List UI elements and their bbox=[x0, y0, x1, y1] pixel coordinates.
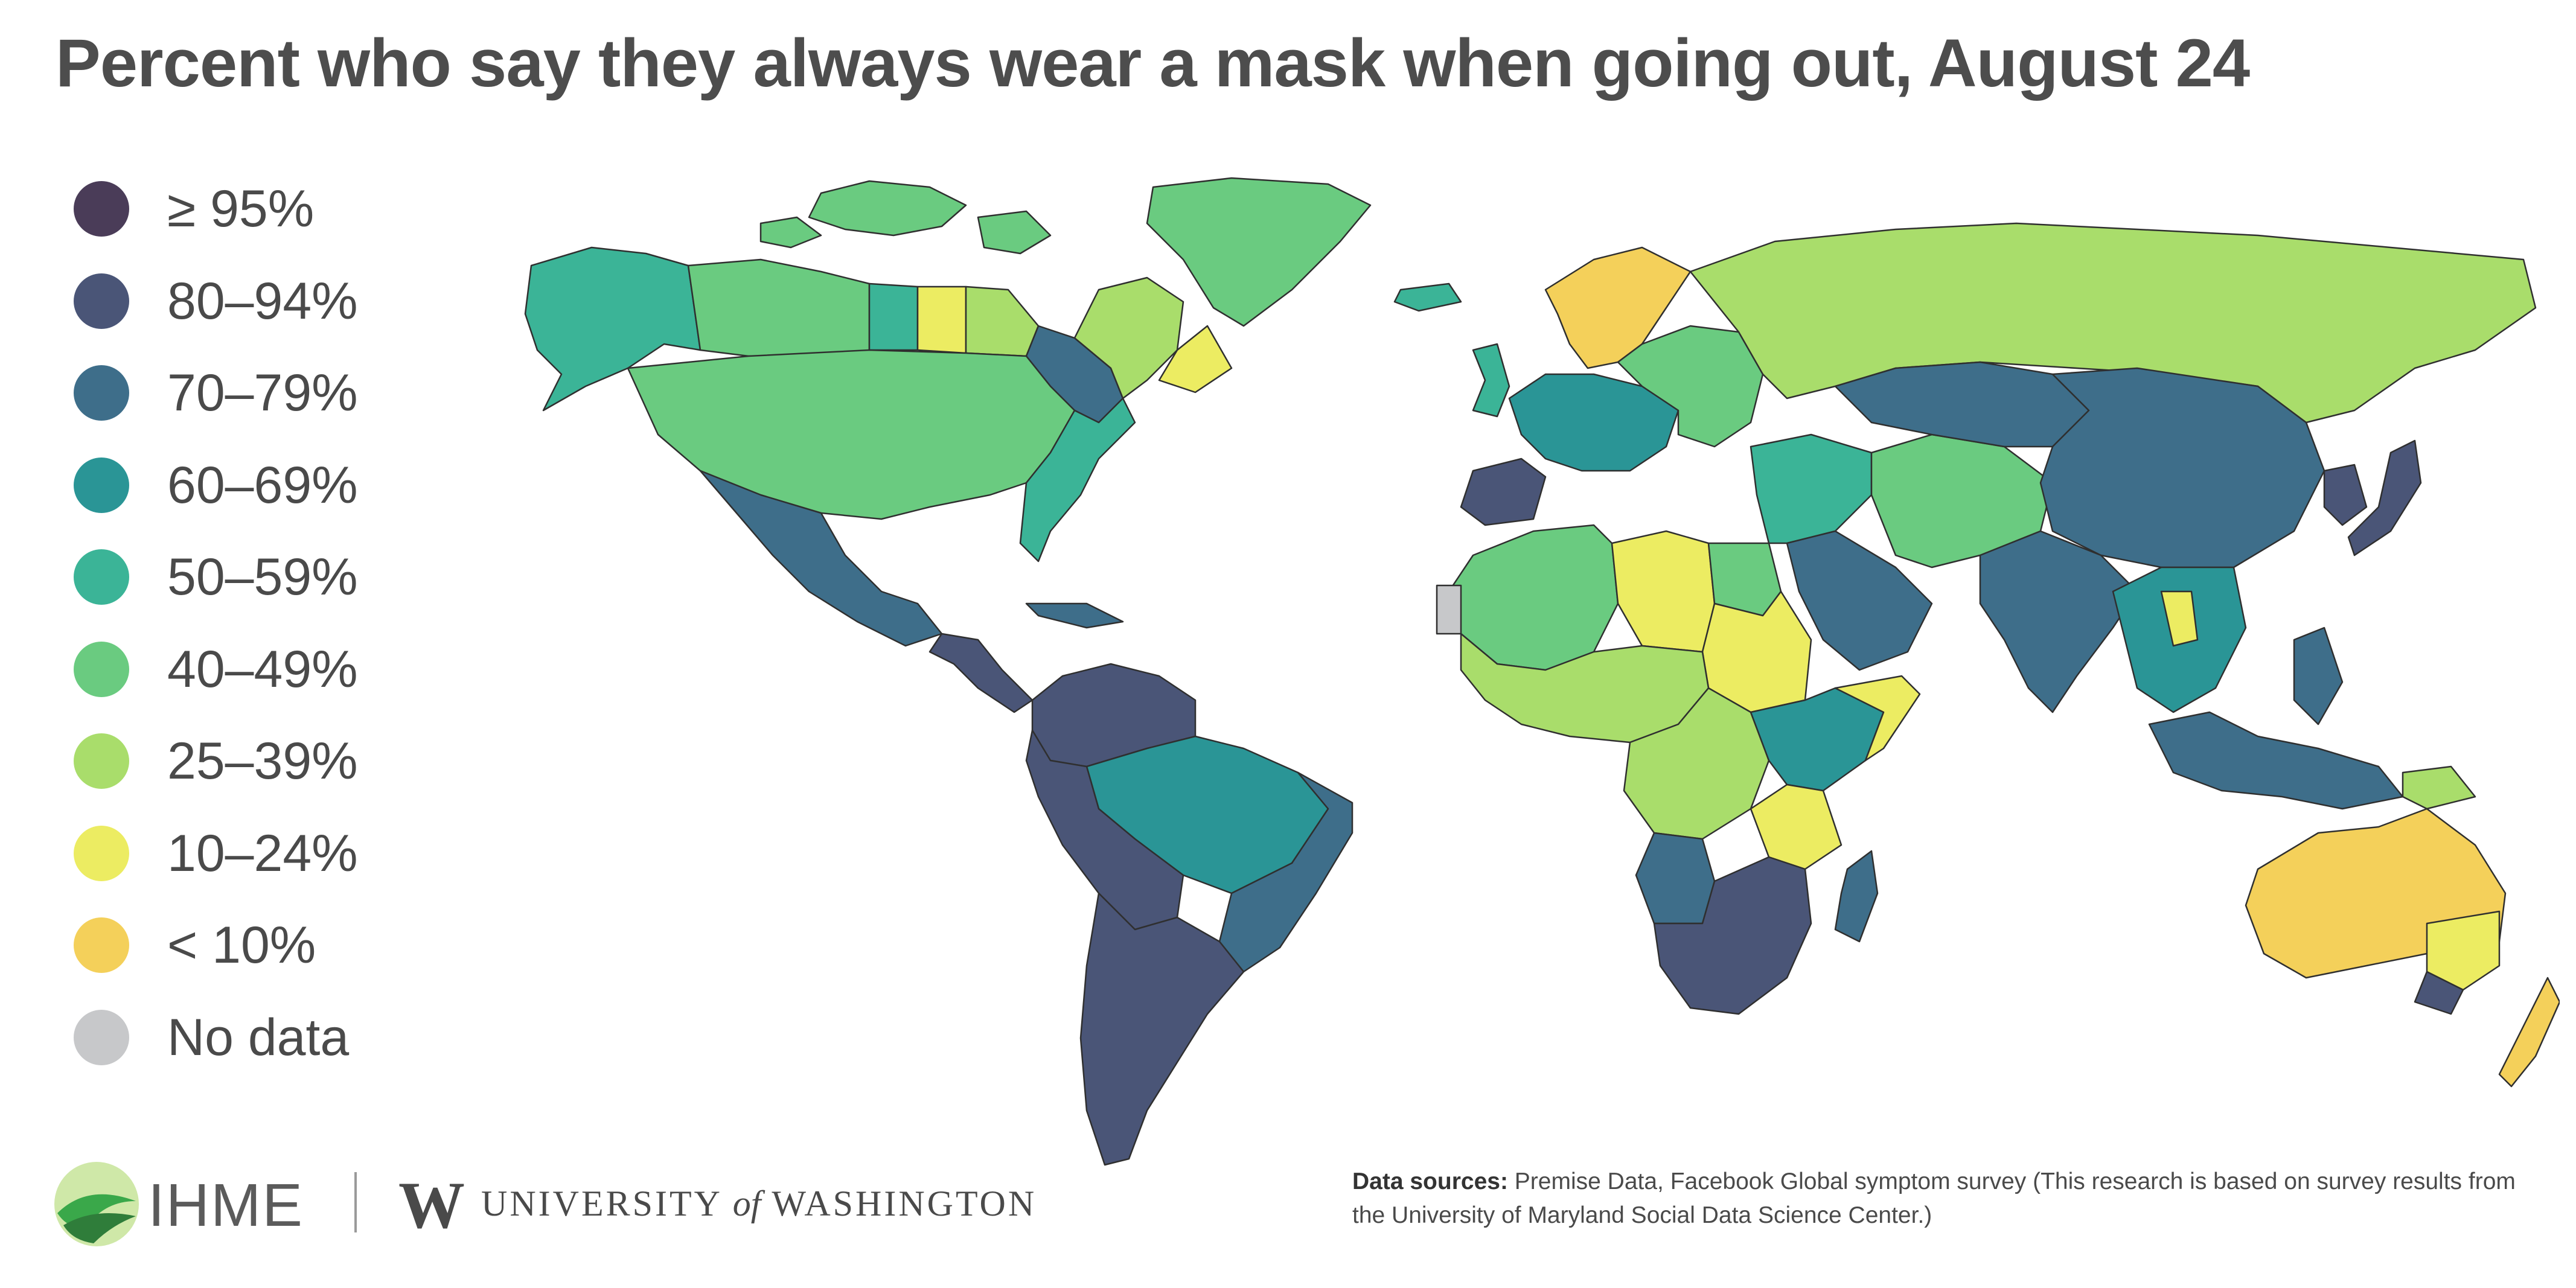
legend-item: 50–59% bbox=[74, 548, 448, 640]
region-indonesia bbox=[2148, 711, 2404, 810]
region-arctic-islands bbox=[808, 180, 967, 237]
legend-item: No data bbox=[74, 1009, 448, 1101]
region-tanzania bbox=[1750, 783, 1843, 870]
region-libya bbox=[1611, 530, 1716, 653]
uw-wordmark: UNIVERSITY of WASHINGTON bbox=[481, 1183, 1037, 1225]
region-iberia bbox=[1460, 457, 1547, 526]
page-title: Percent who say they always wear a mask … bbox=[56, 25, 2250, 101]
uw-wordmark-post: WASHINGTON bbox=[761, 1184, 1037, 1223]
region-iceland bbox=[1393, 282, 1462, 312]
legend-swatch bbox=[74, 457, 129, 513]
legend-swatch bbox=[74, 365, 129, 421]
legend: ≥ 95% 80–94% 70–79% 60–69% 50–59% 40–49%… bbox=[74, 180, 448, 1100]
legend-label: 80–94% bbox=[167, 272, 358, 330]
region-uk bbox=[1472, 343, 1510, 418]
region-caribbean bbox=[1025, 602, 1124, 629]
region-laos bbox=[2160, 590, 2199, 647]
region-arctic-islands bbox=[759, 216, 822, 249]
footer-divider bbox=[354, 1172, 357, 1232]
region-new-zealand bbox=[2498, 977, 2560, 1088]
data-sources-text: Premise Data, Facebook Global symptom su… bbox=[1352, 1168, 2516, 1228]
region-usa bbox=[627, 349, 1076, 520]
legend-swatch bbox=[74, 917, 129, 973]
legend-label: 70–79% bbox=[167, 364, 358, 422]
legend-label: 60–69% bbox=[167, 456, 358, 514]
region-western-europe bbox=[1508, 373, 1680, 472]
region-usa-east bbox=[1019, 397, 1136, 563]
region-papua-new-guinea bbox=[2402, 765, 2476, 810]
ihme-logo-icon bbox=[54, 1162, 139, 1246]
region-middle-east bbox=[1750, 433, 1873, 544]
legend-label: 50–59% bbox=[167, 548, 358, 606]
legend-swatch bbox=[74, 733, 129, 789]
legend-swatch bbox=[74, 181, 129, 237]
legend-swatch bbox=[74, 549, 129, 605]
legend-label: 10–24% bbox=[167, 824, 358, 882]
data-sources-label: Data sources: bbox=[1352, 1168, 1508, 1194]
legend-label: < 10% bbox=[167, 916, 316, 974]
legend-label: No data bbox=[167, 1008, 350, 1066]
legend-item: 25–39% bbox=[74, 732, 448, 824]
region-eastern-europe bbox=[1617, 325, 1764, 448]
legend-label: 40–49% bbox=[167, 640, 358, 698]
region-korea bbox=[2323, 464, 2368, 526]
uw-wordmark-of: of bbox=[732, 1184, 761, 1223]
legend-item: 70–79% bbox=[74, 364, 448, 456]
legend-swatch bbox=[74, 825, 129, 881]
legend-swatch bbox=[74, 641, 129, 697]
legend-swatch bbox=[74, 273, 129, 329]
region-philippines bbox=[2293, 626, 2344, 725]
legend-item: < 10% bbox=[74, 916, 448, 1009]
region-kazakhstan bbox=[1834, 361, 2090, 448]
region-russia bbox=[1689, 222, 2537, 424]
legend-item: 80–94% bbox=[74, 272, 448, 365]
world-map bbox=[507, 169, 2560, 1171]
legend-item: 60–69% bbox=[74, 456, 448, 549]
region-nsw bbox=[2426, 910, 2501, 991]
region-victoria bbox=[2414, 971, 2464, 1015]
legend-label: 25–39% bbox=[167, 732, 358, 790]
region-southern-africa bbox=[1653, 856, 1812, 1015]
ihme-wordmark: IHME bbox=[148, 1172, 304, 1239]
region-manitoba bbox=[965, 285, 1040, 357]
region-japan bbox=[2347, 439, 2422, 556]
legend-swatch bbox=[74, 1009, 129, 1065]
region-angola bbox=[1635, 832, 1716, 925]
region-canada-prairie bbox=[868, 282, 919, 351]
footer-logos: IHME W UNIVERSITY of WASHINGTON bbox=[51, 1159, 1034, 1249]
legend-item: 10–24% bbox=[74, 824, 448, 917]
world-map-svg bbox=[524, 177, 2560, 1166]
region-arctic-islands bbox=[977, 210, 1052, 255]
uw-logo-icon: W bbox=[398, 1168, 465, 1242]
region-saskatchewan bbox=[916, 285, 967, 354]
data-sources: Data sources: Premise Data, Facebook Glo… bbox=[1352, 1165, 2530, 1232]
region-central-africa bbox=[1623, 687, 1770, 840]
region-india bbox=[1979, 530, 2138, 713]
legend-label: ≥ 95% bbox=[167, 180, 315, 238]
region-argentina-chile bbox=[1079, 892, 1245, 1166]
region-arabia bbox=[1786, 530, 1933, 671]
region-madagascar bbox=[1834, 850, 1879, 943]
uw-wordmark-pre: UNIVERSITY bbox=[481, 1184, 733, 1223]
region-somalia bbox=[1834, 675, 1921, 762]
region-labrador bbox=[1158, 325, 1233, 394]
legend-item: 40–49% bbox=[74, 640, 448, 733]
region-canada-west bbox=[687, 258, 871, 357]
region-western-sahara bbox=[1436, 584, 1462, 635]
region-greenland bbox=[1146, 177, 1372, 327]
region-central-america bbox=[928, 633, 1034, 713]
legend-item: ≥ 95% bbox=[74, 180, 448, 272]
